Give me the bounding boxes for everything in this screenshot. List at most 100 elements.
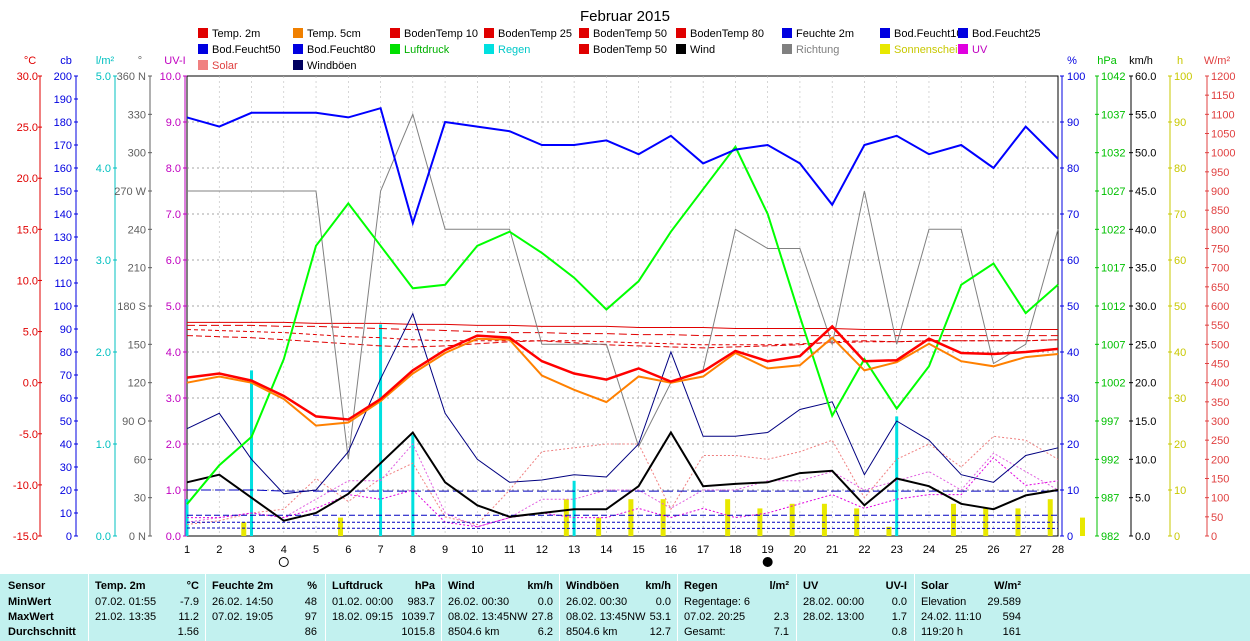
solar-tick-label: 550 [1211,320,1229,332]
uv-tick-label: 9.0 [166,117,181,129]
rain-axis-label: l/m² [96,55,115,67]
cb-tick-label: 10 [60,508,72,520]
stats-solar-value: 29.589 [987,596,1021,608]
stats-wind-value: 0.0 [537,596,553,608]
stats-temp-label: 21.02. 13:35 [95,611,157,623]
temp-tick-label: 20.0 [17,173,38,185]
dir-axis-label: ° [138,55,142,67]
solar-tick-label: 1150 [1211,90,1235,102]
press-tick-label: 1007 [1101,339,1125,351]
wind-tick-label: 50.0 [1135,148,1156,160]
stats-gust-label: 26.02. 00:30 [566,596,628,608]
solar-tick-label: 400 [1211,378,1229,390]
stats-row-label: MaxWert [8,611,54,623]
legend-swatch [579,28,589,38]
legend-swatch [579,44,589,54]
rain-tick-label: 5.0 [96,71,111,83]
rain-bar [250,370,254,536]
stats-header-unit: hPa [414,580,435,592]
stats-wind-label: 08.02. 13:45NW [448,611,528,623]
stats-rain-value: 7.1 [773,626,789,638]
legend-label: Luftdruck [404,44,450,56]
solar-tick-label: 1000 [1211,148,1235,160]
rain-tick-label: 1.0 [96,439,111,451]
wind-tick-label: 25.0 [1135,339,1156,351]
legend-label: Bod.Feucht80 [307,44,376,56]
stats-temp-value: 11.2 [178,611,199,623]
cb-axis-label: cb [60,55,72,67]
uv-tick-label: 8.0 [166,163,181,175]
x-tick-label: 23 [891,544,903,556]
stats-gust-label: 08.02. 13:45NW [566,611,646,623]
cb-tick-label: 190 [54,94,72,106]
stats-solar-label: Elevation [921,596,967,608]
cb-tick-label: 80 [60,347,72,359]
stats-solar-label: 24.02. 11:10 [921,611,982,623]
stats-header-rain: Regen [684,580,718,592]
uv-tick-label: 4.0 [166,347,181,359]
press-tick-label: 1022 [1101,224,1125,236]
solar-axis-label: W/m² [1204,55,1231,67]
solar-tick-label: 1200 [1211,71,1235,83]
legend-label: Temp. 2m [212,28,260,40]
uv-tick-label: 7.0 [166,209,181,221]
legend-label: Windböen [307,60,357,72]
stats-hum-value: 48 [304,596,317,608]
legend-swatch [198,28,208,38]
series-wind [186,430,1059,522]
x-tick-label: 3 [248,544,254,556]
x-tick-label: 14 [600,544,612,556]
legend-label: Sonnenschein [894,44,964,56]
wind-tick-label: 30.0 [1135,301,1156,313]
stats-solar-value: 161 [1002,626,1021,638]
cb-tick-label: 160 [54,163,72,175]
stats-header-wind: Wind [448,580,475,592]
stats-header-press: Luftdruck [332,580,383,592]
x-tick-label: 19 [762,544,774,556]
hum-tick-label: 20 [1067,439,1079,451]
temp-tick-label: 15.0 [17,224,38,236]
sunshine-bar [886,526,892,536]
solar-tick-label: 50 [1211,512,1223,524]
solar-tick-label: 750 [1211,244,1229,256]
legend-swatch [676,28,686,38]
legend-label: BodenTemp 80 [690,28,764,40]
temp-tick-label: 30.0 [17,71,38,83]
x-tick-label: 5 [313,544,319,556]
cb-tick-label: 100 [54,301,72,313]
uv-tick-label: 10.0 [160,71,181,83]
stats-press-label: 01.02. 00:00 [332,596,394,608]
series-temp-5cm [186,336,1059,427]
legend-label: Solar [212,60,238,72]
solar-tick-label: 250 [1211,435,1229,447]
stats-separator [914,574,915,641]
x-tick-label: 17 [697,544,709,556]
cb-tick-label: 30 [60,462,72,474]
uv-tick-label: 2.0 [166,439,181,451]
stats-separator [441,574,442,641]
grid [186,75,1059,537]
solar-tick-label: 300 [1211,416,1229,428]
temp-tick-label: -15.0 [13,531,38,543]
stats-gust-label: 8504.6 km [566,626,618,638]
stats-hum-label: 26.02. 14:50 [212,596,274,608]
sunshine-bar [338,517,344,536]
wind-tick-label: 15.0 [1135,416,1156,428]
solar-tick-label: 650 [1211,282,1229,294]
sun-tick-label: 30 [1174,393,1186,405]
stats-rain-label: Regentage: 6 [684,596,751,608]
legend-label: Wind [690,44,715,56]
rain-bar [379,324,383,536]
solar-tick-label: 950 [1211,167,1229,179]
press-tick-label: 1032 [1101,148,1125,160]
sunshine-bar [628,499,634,536]
dir-tick-label: 150 [128,339,146,351]
stats-temp-label: 07.02. 01:55 [95,596,157,608]
wind-tick-label: 60.0 [1135,71,1156,83]
cb-tick-label: 70 [60,370,72,382]
sunshine-bar [821,503,827,536]
legend-swatch [198,60,208,70]
legend-label: Bod.Feucht25 [972,28,1041,40]
solar-tick-label: 800 [1211,224,1229,236]
series-bodentemp-25 [186,329,1059,346]
